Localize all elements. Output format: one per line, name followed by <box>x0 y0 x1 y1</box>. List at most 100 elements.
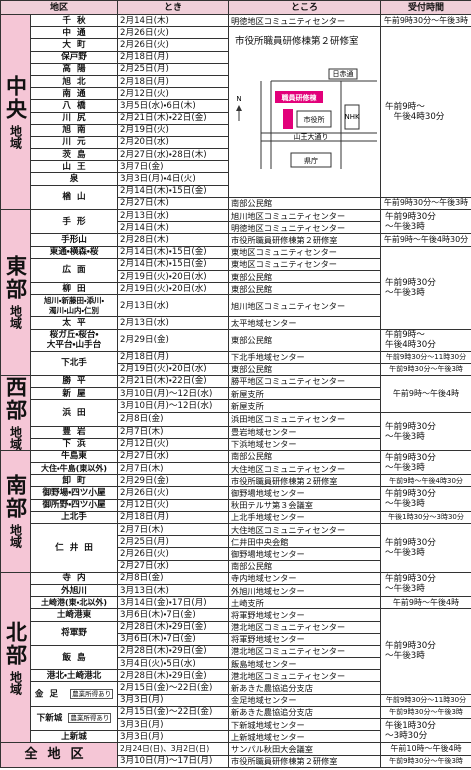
district-text: 下浜 <box>29 437 119 451</box>
place-text: 旭川地区コミュニティセンター <box>228 294 382 318</box>
place-text: 大住地区コミュニティセンター <box>228 522 382 537</box>
date-text: 3月13日(木) <box>117 583 230 598</box>
tr-element: 2月19日(火)・20日(水) 東部公民館 <box>1 269 471 284</box>
tr-element: 山王 3月7日(金) <box>1 160 471 174</box>
date-text: 3月5日(水)・6日(木) <box>117 99 230 113</box>
district-text: 大住・牛島(東以外) <box>29 462 119 476</box>
tr-element: 地区 とき ところ 受付時間 <box>0 0 471 15</box>
tr-element: 金足 農業所得あり 2月15日(金)～22日(金) 新あきた農協追分支店 <box>1 681 471 707</box>
date-text: 2月29日(金) <box>117 474 230 488</box>
sub-text: 地域 <box>8 524 23 549</box>
district-text: 上新城 <box>29 730 119 744</box>
district-text: 旭北 <box>29 74 119 89</box>
tr-element: 南部 地域 牛島東 2月27日(水) 南部公民館 午前9時30分 ～午後3時 <box>0 449 471 573</box>
date-text: 2月12日(火) <box>117 437 230 451</box>
tr-element: 手形山 2月28日(木) 市役所職員研修棟第２研修室 午前9時～午後4時30分 <box>1 233 471 247</box>
tr-element: 下新城 農業所得あり 2月15日(金)～22日(金) 新あきた農協追分支店 午前9時30… <box>1 705 471 732</box>
date-text: 2月13日(水) <box>117 316 230 330</box>
tr-element: 御野場・四ツ小屋 2月26日(火) 御野場地域センター 午前9時30分 ～午後3時 <box>1 486 471 512</box>
hours-text: 午前9時～ 午後4時30分 <box>380 328 471 352</box>
hours-text: 午前9時30分 ～午後3時 <box>380 523 471 573</box>
hours-text: 受付時間 <box>380 0 471 15</box>
district-text: 山王 <box>29 160 119 174</box>
tr-element: 桜ガ丘・桜台・ 大平台・山手台 2月29日(金) 東部公民館 午前9時～ 午後4時30… <box>1 328 471 352</box>
date-text: 2月8日(金) <box>117 571 230 585</box>
date-text: 2月12日(火) <box>117 498 230 512</box>
name-text: 全地区 <box>0 742 119 768</box>
td-element: 東部 地域 <box>0 209 31 376</box>
district-text: 土崎港東 <box>29 608 119 622</box>
rect-element <box>296 110 332 128</box>
hours-text: 午前9時30分～11時30分 <box>380 350 471 364</box>
place-text: 市役所職員研修棟第２研修室 <box>235 36 359 48</box>
place-text: 御野場地域センター <box>228 547 382 561</box>
district-text: 川尻 <box>29 111 119 125</box>
tr-element: 卸町 2月29日(金) 市役所職員研修棟第２研修室 午前9時～午後4時30分 <box>1 474 471 488</box>
date-text: 3月6日(木)・7日(金) <box>117 608 230 622</box>
rect-element <box>328 68 358 80</box>
district-text: 八橋 <box>29 99 119 113</box>
date-text: 2月29日(金) <box>117 328 230 352</box>
place-text: 明徳地区コミュニティセンター <box>228 13 382 28</box>
place-text: 東地区コミュニティセンター <box>228 245 382 259</box>
district-cell: 下新城 農業所得あり <box>29 705 119 732</box>
tr-element: 外旭川 3月13日(木) 外旭川地域センター <box>1 583 471 598</box>
date-text: 3月4日(火)・5日(水) <box>117 657 230 671</box>
hours-text: 午前9時～午後4時 <box>380 596 471 610</box>
place-text: 秋田テルサ第３会議室 <box>228 498 382 512</box>
tr-element: 2月8日(金) 浜田地区コミュニティセンター 午前9時30分 ～午後3時 <box>1 412 471 451</box>
place-text: 東部公民館 <box>228 362 382 376</box>
tr-element: 2月27日(木) 南部公民館 午前9時30分～午後3時 <box>1 196 471 211</box>
date-text: 2月27日(水)・28日(木) <box>117 148 230 162</box>
tr-element: 中央 地域 千秋 2月14日(木) 明徳地区コミュニティセンター 午前9時30分～午後3… <box>0 13 471 210</box>
hours-text: 午前9時30分 ～午後3時 <box>380 571 471 598</box>
place-text: 浜田地区コミュニティセンター <box>228 412 382 427</box>
date-text: 2月19日(火) <box>117 123 230 137</box>
date-text: 2月28日(木)・29日(金) <box>117 644 230 659</box>
place-text: 南部公民館 <box>228 196 382 211</box>
place-text: 東地区コミュニティセンター <box>228 257 382 271</box>
hours-text: 午前9時30分～11時30分 <box>380 693 471 707</box>
tr-element: 2月26日(火) 御野場地域センター <box>1 547 471 561</box>
nhk-text: NHK <box>344 113 360 121</box>
date-text: 3月10日(月)～12日(水) <box>117 387 230 401</box>
district-text: 楢山 <box>29 184 119 211</box>
date-text: 2月27日(水) <box>117 449 230 464</box>
rect-element <box>290 152 332 168</box>
tr-element: 北部 地域 寺内 2月8日(金) 寺内地域センター 午前9時30分 ～午後3時 <box>0 571 471 744</box>
date-text: 2月7日(木) <box>117 462 230 476</box>
tr-element: 八橋 3月5日(水)・6日(木) <box>1 99 471 113</box>
place-text: 新屋支所 <box>228 387 382 401</box>
date-text: 2月19日(火)・20日(水) <box>117 362 230 376</box>
tr-element: 2月19日(火)・20日(水) 東部公民館 午前9時30分～午後3時 <box>1 362 471 376</box>
place-text: 上新城地域センター <box>228 730 382 744</box>
district-text: 土崎港(東・北以外) <box>29 596 119 610</box>
date-text: 2月26日(火) <box>117 26 230 40</box>
place-text: 寺内地域センター <box>228 571 382 585</box>
hours-text: 午前9時30分～午後3時 <box>380 362 471 376</box>
date-text: 3月10日(月)～17日(月) <box>117 754 230 768</box>
district-text: 卸町 <box>29 474 119 488</box>
district-text: 高陽 <box>29 62 119 76</box>
date-text: 3月3日(月)・4日(火) <box>117 172 230 186</box>
date-text: 3月10日(月)～12日(水) <box>117 399 230 414</box>
place-text: 御野場地域センター <box>228 486 382 500</box>
date-text: とき <box>117 0 230 15</box>
district: 金足 <box>34 689 65 700</box>
tr-element: 柳田 2月19日(火)・20日(水) 東部公民館 <box>1 282 471 296</box>
date-text: 2月14日(木) <box>117 221 230 235</box>
place-text: 金足地域センター <box>228 693 382 707</box>
hours-text: 午前9時30分 ～午後3時 <box>380 412 471 451</box>
hours-text: 午前9時30分～午後3時 <box>380 196 471 211</box>
tr-element: 御所野・四ツ小屋 2月12日(火) 秋田テルサ第３会議室 <box>1 498 471 512</box>
district-text: 港北・土崎港北 <box>29 669 119 683</box>
district-text: 保戸野 <box>29 50 119 64</box>
date-text: 2月14日(木)・15日(金) <box>117 245 230 259</box>
district-text: 手形山 <box>29 233 119 247</box>
td-element: 北部 地域 <box>0 571 31 744</box>
place-text: 土崎支所 <box>228 596 382 610</box>
date-text: 2月20日(水) <box>117 135 230 150</box>
district-text: 下北手 <box>29 350 119 376</box>
td-element: 南部 地域 <box>0 449 31 573</box>
date-text: 2月18日(月) <box>117 50 230 64</box>
